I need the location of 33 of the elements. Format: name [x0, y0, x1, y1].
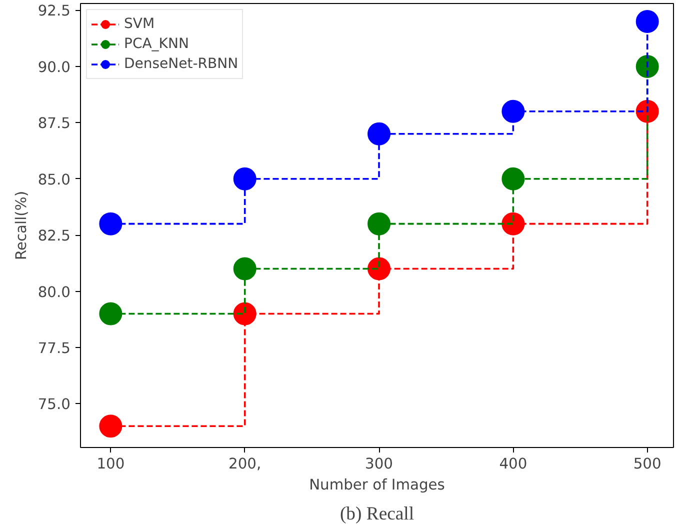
point [99, 212, 122, 236]
point [502, 100, 525, 123]
y-axis-title: Recall(%) [12, 190, 30, 260]
y-tick-label: 80.0 [38, 284, 71, 301]
y-tick-label: 75.0 [38, 396, 71, 414]
point [233, 257, 256, 280]
y-tick-label: 92.5 [38, 2, 71, 20]
y-tick-label: 87.5 [38, 115, 71, 132]
point [502, 167, 525, 190]
legend-label: PCA_KNN [124, 36, 189, 52]
point [368, 257, 391, 280]
y-tick-label: 77.5 [38, 340, 71, 357]
point [233, 302, 256, 326]
x-tick-label: 200, [228, 456, 262, 472]
point [233, 167, 256, 190]
point [636, 10, 659, 33]
x-tick-label: 300 [365, 456, 394, 472]
y-tick-label: 90.0 [38, 58, 71, 76]
x-tick-label: 100 [96, 456, 125, 472]
y-tick-label: 82.5 [38, 228, 71, 245]
point [368, 122, 391, 146]
point [99, 302, 122, 326]
point [636, 54, 659, 78]
x-axis-title: Number of Images [309, 476, 445, 494]
legend-label: SVM [124, 16, 155, 32]
text: (b) Recall [340, 504, 414, 524]
point [99, 414, 122, 438]
y-tick-label: 85.0 [38, 171, 71, 188]
x-tick-label: 400 [499, 456, 528, 472]
point [368, 212, 391, 236]
point [502, 212, 525, 236]
x-tick-label: 500 [633, 456, 662, 472]
legend-label: DenseNet-RBNN [124, 56, 238, 72]
